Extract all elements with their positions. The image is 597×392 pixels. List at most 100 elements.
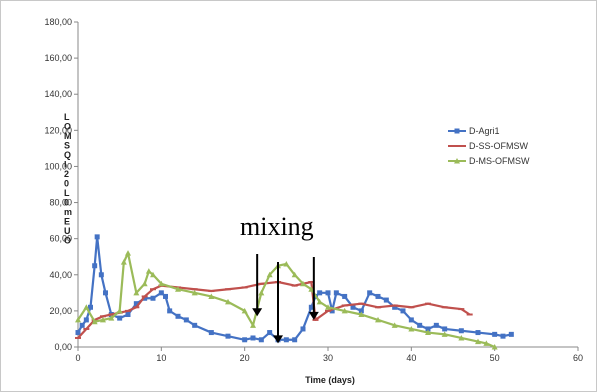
- data-point: [163, 293, 168, 299]
- data-point: [433, 322, 439, 328]
- data-point: [425, 326, 431, 332]
- data-point: [283, 260, 290, 267]
- data-point: [475, 338, 481, 345]
- data-point: [350, 304, 356, 310]
- data-point: [266, 271, 273, 278]
- data-point: [241, 307, 248, 314]
- data-point: [133, 289, 140, 296]
- data-point: [425, 302, 431, 305]
- legend: D-Agri1 D-SS-OFMSW D-MS-OFMSW: [448, 126, 530, 166]
- mixing-arrow-head: [252, 308, 263, 317]
- data-point: [191, 288, 198, 291]
- y-tick-label: 80,00: [49, 198, 72, 208]
- annotation-label: mixing: [240, 212, 314, 241]
- y-tick-label: 0,00: [54, 342, 72, 352]
- data-point: [300, 280, 306, 287]
- data-point: [108, 315, 115, 321]
- data-point: [258, 289, 265, 296]
- mixing-arrow-head: [273, 335, 283, 344]
- data-point: [391, 304, 398, 307]
- data-point: [400, 308, 406, 314]
- data-point: [425, 329, 431, 336]
- data-point: [367, 290, 373, 296]
- data-point: [325, 309, 331, 312]
- data-point: [183, 317, 189, 323]
- data-point: [75, 336, 81, 339]
- data-point: [342, 293, 348, 299]
- data-point: [483, 340, 490, 346]
- data-point: [250, 335, 256, 341]
- y-tick-label: 60,00: [49, 234, 72, 244]
- y-tick-label: 40,00: [49, 270, 72, 280]
- data-point: [225, 298, 231, 305]
- data-point: [117, 315, 123, 321]
- legend-label: D-MS-OFMSW: [469, 156, 530, 166]
- series-group: [75, 234, 514, 350]
- data-point: [141, 295, 148, 298]
- data-point: [333, 290, 339, 296]
- data-point: [208, 290, 215, 293]
- data-point: [308, 281, 315, 283]
- data-point: [75, 330, 81, 336]
- data-point: [442, 326, 448, 332]
- data-point: [408, 325, 415, 332]
- data-point: [408, 306, 415, 309]
- data-point: [133, 306, 140, 309]
- data-point: [94, 234, 100, 240]
- data-point: [316, 298, 323, 305]
- data-point: [358, 302, 365, 305]
- data-point: [375, 316, 381, 323]
- data-point: [241, 286, 248, 289]
- series-d-agri1: [75, 234, 514, 343]
- data-point: [83, 317, 89, 323]
- data-point: [158, 280, 165, 287]
- data-point: [103, 290, 108, 296]
- data-point: [341, 304, 348, 307]
- x-tick-label: 60: [573, 353, 583, 363]
- data-point: [492, 331, 498, 337]
- data-point: [441, 306, 448, 309]
- data-point: [458, 328, 464, 334]
- data-point: [120, 259, 127, 265]
- data-point: [158, 290, 164, 296]
- mixing-arrow-head: [308, 311, 319, 320]
- data-point: [242, 337, 248, 343]
- data-point: [83, 327, 90, 330]
- data-point: [375, 306, 381, 309]
- data-point: [491, 344, 498, 350]
- data-point: [300, 326, 306, 332]
- y-tick-label: 180,00: [44, 17, 72, 27]
- data-point: [175, 286, 181, 292]
- x-tick-label: 50: [490, 353, 500, 363]
- data-point: [141, 280, 148, 287]
- data-point: [100, 316, 106, 323]
- series-d-ms-ofmsw: [75, 250, 498, 350]
- data-point: [375, 293, 381, 299]
- data-point: [150, 288, 156, 291]
- data-point: [383, 297, 389, 303]
- data-point: [100, 315, 106, 318]
- data-point: [142, 295, 148, 301]
- data-point: [83, 304, 90, 310]
- axes: 0,00 20,00 40,00 60,00 80,00 100,00 120,00 140,…: [44, 17, 583, 363]
- data-point: [150, 271, 156, 278]
- data-point: [283, 337, 289, 343]
- data-point: [258, 282, 265, 285]
- data-point: [500, 333, 506, 339]
- data-point: [116, 307, 123, 314]
- data-point: [391, 322, 398, 328]
- data-point: [150, 295, 156, 301]
- data-point: [225, 288, 231, 291]
- data-point: [192, 322, 198, 328]
- data-point: [79, 322, 85, 328]
- y-tick-label: 100,00: [44, 161, 72, 171]
- data-point: [208, 330, 214, 336]
- y-tick-label: 140,00: [44, 89, 72, 99]
- data-point: [225, 333, 231, 339]
- data-point: [125, 250, 131, 256]
- data-point: [341, 307, 348, 314]
- data-point: [88, 304, 93, 310]
- x-tick-label: 40: [406, 353, 416, 363]
